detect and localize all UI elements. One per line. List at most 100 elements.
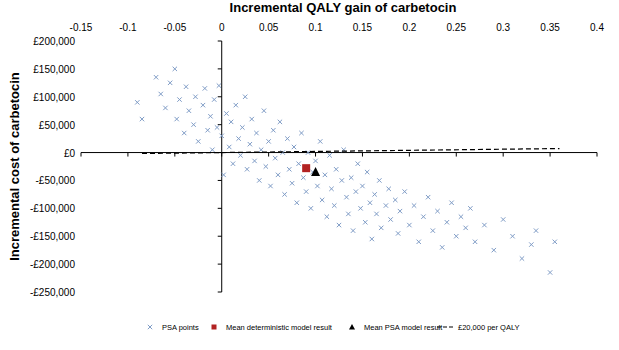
marker-stroke (196, 139, 200, 143)
marker-stroke (238, 153, 242, 157)
marker-stroke (534, 228, 538, 232)
marker-stroke (281, 150, 285, 154)
marker-stroke (281, 150, 285, 154)
x-tick (362, 153, 363, 157)
marker-stroke (234, 103, 238, 107)
scatter-point (191, 122, 195, 126)
scatter-point (354, 189, 358, 193)
marker-stroke (264, 164, 268, 168)
marker-stroke (217, 83, 221, 87)
marker-stroke (282, 192, 286, 196)
marker-stroke (440, 245, 444, 249)
marker-stroke (243, 95, 247, 99)
marker-stroke (334, 167, 338, 171)
scatter-point (377, 178, 381, 182)
x-tick-label: -0.1 (119, 22, 137, 33)
marker-stroke (217, 83, 221, 87)
marker-stroke (377, 178, 381, 182)
marker-stroke (182, 131, 186, 135)
marker-stroke (154, 75, 158, 79)
marker-stroke (208, 114, 212, 118)
marker-stroke (334, 167, 338, 171)
marker-stroke (210, 148, 214, 152)
marker-stroke (174, 117, 178, 121)
scatter-point (344, 195, 348, 199)
scatter-point (501, 217, 505, 221)
marker-stroke (435, 209, 439, 213)
scatter-point (285, 136, 289, 140)
marker-stroke (473, 240, 477, 244)
marker-stroke (534, 228, 538, 232)
marker-stroke (510, 234, 514, 238)
scatter-point (248, 142, 252, 146)
scatter-point (250, 117, 254, 121)
marker-stroke (278, 120, 282, 124)
marker-stroke (227, 145, 231, 149)
x-tick (550, 153, 551, 157)
marker-stroke (273, 156, 277, 160)
scatter-point (240, 125, 244, 129)
marker-stroke (407, 223, 411, 227)
marker-stroke (229, 120, 233, 124)
x-tick-label: 0 (219, 22, 225, 33)
marker-stroke (159, 92, 163, 96)
scatter-point (238, 153, 242, 157)
y-tick (218, 68, 222, 69)
marker-stroke (184, 85, 188, 89)
x-tick (127, 153, 128, 157)
marker-stroke (520, 256, 524, 260)
scatter-point (358, 206, 362, 210)
marker-stroke (268, 184, 272, 188)
marker-stroke (426, 195, 430, 199)
marker-stroke (168, 81, 172, 85)
marker-stroke (262, 109, 266, 113)
scatter-point (349, 175, 353, 179)
marker-stroke (271, 128, 275, 132)
marker-stroke (468, 206, 472, 210)
marker-stroke (268, 184, 272, 188)
marker-stroke (501, 217, 505, 221)
marker-stroke (159, 92, 163, 96)
scatter-point (329, 187, 333, 191)
scatter-point (449, 201, 453, 205)
marker-stroke (212, 97, 216, 101)
y-tick-label: -£50,000 (36, 175, 76, 186)
marker-stroke (148, 325, 152, 329)
scatter-point (203, 86, 207, 90)
scatter-point (264, 164, 268, 168)
marker-stroke (292, 145, 296, 149)
scatter-point (360, 184, 364, 188)
marker-stroke (135, 100, 139, 104)
marker-stroke (459, 215, 463, 219)
scatter-point (384, 203, 388, 207)
marker-stroke (203, 86, 207, 90)
marker-stroke (236, 136, 240, 140)
marker-stroke (329, 187, 333, 191)
legend-swatch (437, 326, 455, 327)
y-tick-label: -£150,000 (30, 231, 75, 242)
marker-stroke (318, 139, 322, 143)
marker-stroke (318, 139, 322, 143)
scatter-point (463, 226, 467, 230)
scatter-point (402, 189, 406, 193)
scatter-point (224, 111, 228, 115)
marker-stroke (276, 173, 280, 177)
scatter-point (407, 223, 411, 227)
marker-stroke (221, 173, 225, 177)
marker-stroke (220, 134, 224, 138)
scatter-point (262, 109, 266, 113)
marker-stroke (299, 131, 303, 135)
y-axis-line (221, 41, 222, 292)
scatter-point (327, 153, 331, 157)
marker-stroke (548, 270, 552, 274)
scatter-point (163, 106, 167, 110)
marker-stroke (363, 220, 367, 224)
scatter-point (374, 212, 378, 216)
scatter-point (468, 206, 472, 210)
marker-stroke (163, 106, 167, 110)
x-tick (597, 153, 598, 157)
marker-stroke (370, 237, 374, 241)
scatter-point (215, 125, 219, 129)
marker-stroke (220, 134, 224, 138)
scatter-point (229, 120, 233, 124)
